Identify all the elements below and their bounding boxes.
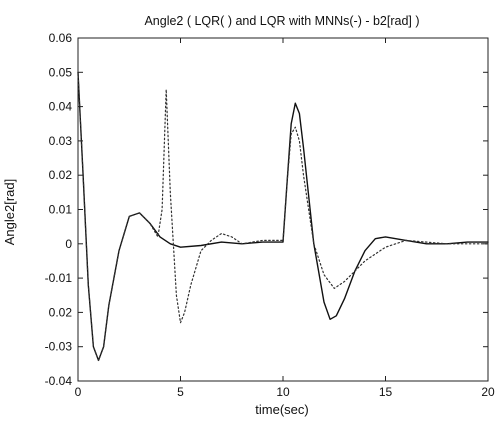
series-layer bbox=[77, 71, 489, 362]
x-tick-label: 10 bbox=[276, 385, 290, 399]
y-tick-label: 0.02 bbox=[49, 305, 73, 319]
y-tick-label: -0.01 bbox=[45, 271, 73, 285]
x-tick-label: 20 bbox=[481, 385, 495, 399]
y-tick-label: 0.04 bbox=[49, 100, 73, 114]
y-tick-label: -0.04 bbox=[45, 374, 73, 388]
x-tick-label: 15 bbox=[379, 385, 393, 399]
chart-title: Angle2 ( LQR( ) and LQR with MNNs(-) - b… bbox=[144, 14, 419, 28]
y-tick-label: 0.03 bbox=[49, 134, 73, 148]
y-axis-title: Angle2[rad] bbox=[2, 179, 17, 246]
series-line-dotted bbox=[77, 71, 489, 361]
ticks-layer: 0 5 10 15 20 0.06 0.05 0.04 0.03 0.02 0.01 0 -0.01 0.… bbox=[45, 31, 495, 399]
plot-frame bbox=[77, 37, 489, 382]
y-tick-label: 0.05 bbox=[49, 65, 73, 79]
y-tick-label: 0.06 bbox=[49, 31, 73, 45]
x-axis-title: time(sec) bbox=[255, 402, 308, 417]
y-tick-label: 0.01 bbox=[49, 203, 73, 217]
x-tick-label: 0 bbox=[75, 385, 82, 399]
plot-area bbox=[77, 37, 489, 382]
y-tick-label: -0.03 bbox=[45, 340, 73, 354]
x-tick-label: 5 bbox=[177, 385, 184, 399]
y-tick-label: 0.02 bbox=[49, 168, 73, 182]
y-tick-label: 0 bbox=[65, 237, 72, 251]
series-line-solid bbox=[77, 71, 489, 362]
